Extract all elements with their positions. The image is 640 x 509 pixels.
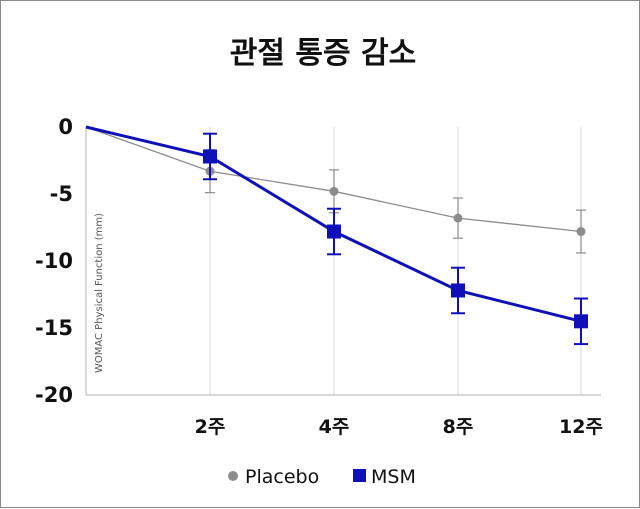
- y-tick-label: -5: [50, 182, 73, 206]
- legend-swatch: [228, 471, 238, 481]
- y-tick-label: -15: [35, 316, 73, 340]
- x-axis-ticks: 2주 4주 8주 12주: [195, 416, 603, 438]
- y-axis-ticks: 0 -5 -10 -15 -20: [35, 115, 73, 407]
- series-layer: [85, 125, 588, 346]
- y-tick-label: -20: [35, 383, 73, 407]
- legend-label: Placebo: [245, 466, 319, 488]
- x-tick-label: 4주: [319, 416, 350, 438]
- y-tick-label: -10: [35, 249, 73, 273]
- x-tick-label: 12주: [559, 416, 603, 438]
- chart-title: 관절 통증 감소: [230, 36, 417, 71]
- data-point: [451, 283, 465, 298]
- data-point: [327, 224, 341, 239]
- data-point: [453, 213, 463, 223]
- y-tick-label: 0: [58, 115, 73, 139]
- y-axis-label: WOMAC Physical Function (mm): [94, 213, 105, 373]
- data-point: [203, 149, 217, 164]
- legend-swatch: [353, 469, 366, 482]
- data-point: [329, 186, 339, 196]
- axes: [85, 127, 601, 396]
- series-msm: [85, 125, 588, 346]
- x-tick-label: 8주: [443, 416, 474, 438]
- x-tick-label: 2주: [195, 416, 226, 438]
- legend-item: Placebo: [228, 466, 319, 488]
- data-point: [576, 227, 586, 237]
- legend: Placebo MSM: [228, 466, 416, 488]
- legend-label: MSM: [371, 466, 416, 488]
- legend-item: MSM: [353, 466, 416, 488]
- data-point: [574, 314, 588, 329]
